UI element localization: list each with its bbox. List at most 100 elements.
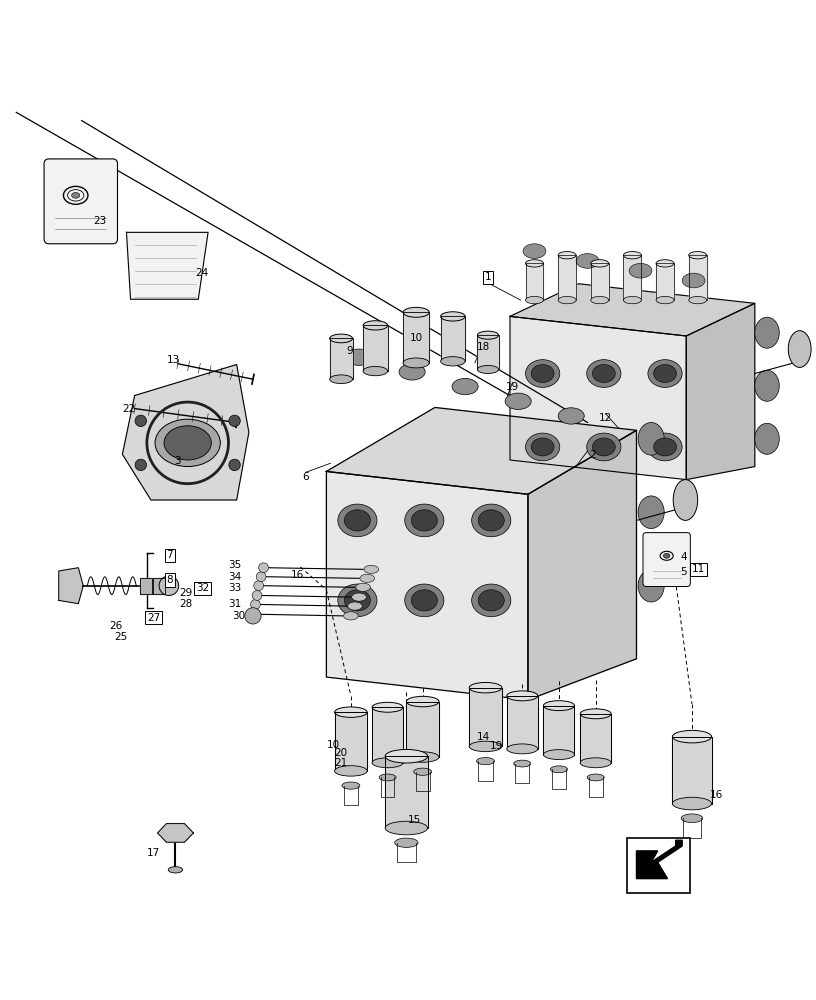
Ellipse shape xyxy=(406,752,439,762)
Polygon shape xyxy=(636,840,682,879)
Ellipse shape xyxy=(689,296,707,304)
Polygon shape xyxy=(510,316,686,480)
Text: 22: 22 xyxy=(122,404,135,414)
Text: 21: 21 xyxy=(335,758,348,768)
Ellipse shape xyxy=(755,423,779,454)
Ellipse shape xyxy=(338,504,377,537)
Ellipse shape xyxy=(346,349,372,365)
Polygon shape xyxy=(469,688,502,746)
Ellipse shape xyxy=(330,375,353,384)
Ellipse shape xyxy=(403,307,429,317)
Ellipse shape xyxy=(403,358,429,368)
Text: 29: 29 xyxy=(180,588,193,598)
Ellipse shape xyxy=(168,867,183,873)
Ellipse shape xyxy=(788,331,811,367)
Polygon shape xyxy=(326,471,528,700)
Polygon shape xyxy=(558,255,576,300)
Text: 6: 6 xyxy=(303,472,309,482)
Ellipse shape xyxy=(360,574,375,582)
Ellipse shape xyxy=(469,741,502,752)
Polygon shape xyxy=(441,316,465,361)
Ellipse shape xyxy=(478,590,504,611)
Text: 27: 27 xyxy=(147,613,160,623)
Ellipse shape xyxy=(543,750,574,760)
Ellipse shape xyxy=(587,433,621,461)
Ellipse shape xyxy=(441,312,465,321)
Ellipse shape xyxy=(755,317,779,348)
Circle shape xyxy=(159,576,179,595)
Circle shape xyxy=(252,591,262,600)
Text: 17: 17 xyxy=(147,848,160,858)
Polygon shape xyxy=(689,255,707,300)
Circle shape xyxy=(256,572,266,582)
Ellipse shape xyxy=(623,252,641,259)
Text: 4: 4 xyxy=(681,552,687,562)
Ellipse shape xyxy=(592,365,615,382)
Polygon shape xyxy=(623,255,641,300)
Ellipse shape xyxy=(576,254,599,268)
Circle shape xyxy=(259,563,268,573)
Ellipse shape xyxy=(338,584,377,617)
Text: 12: 12 xyxy=(599,413,612,423)
Ellipse shape xyxy=(682,273,705,288)
Polygon shape xyxy=(672,737,712,804)
Text: 16: 16 xyxy=(710,790,723,800)
Ellipse shape xyxy=(629,263,652,278)
Ellipse shape xyxy=(523,244,546,258)
Ellipse shape xyxy=(477,331,499,339)
Text: 23: 23 xyxy=(93,216,106,226)
Ellipse shape xyxy=(405,584,444,617)
Ellipse shape xyxy=(469,682,502,693)
Ellipse shape xyxy=(551,766,567,773)
Text: 25: 25 xyxy=(114,632,127,642)
Bar xyxy=(627,838,690,893)
Circle shape xyxy=(251,600,260,609)
Ellipse shape xyxy=(526,260,543,267)
Text: 35: 35 xyxy=(228,560,242,570)
Text: 5: 5 xyxy=(681,567,687,577)
Text: 11: 11 xyxy=(692,564,705,574)
Ellipse shape xyxy=(344,590,370,611)
Ellipse shape xyxy=(164,426,211,460)
Ellipse shape xyxy=(588,774,604,781)
Polygon shape xyxy=(686,303,755,480)
Polygon shape xyxy=(403,312,429,363)
Ellipse shape xyxy=(155,419,220,467)
Text: 16: 16 xyxy=(291,570,304,580)
Ellipse shape xyxy=(654,365,676,382)
Polygon shape xyxy=(372,707,403,763)
Ellipse shape xyxy=(591,260,609,267)
Polygon shape xyxy=(510,284,755,336)
Text: 32: 32 xyxy=(196,583,209,593)
Ellipse shape xyxy=(648,360,682,387)
Ellipse shape xyxy=(591,296,609,304)
Ellipse shape xyxy=(526,360,560,387)
Ellipse shape xyxy=(379,774,396,781)
Polygon shape xyxy=(526,263,543,300)
Ellipse shape xyxy=(654,438,676,456)
Text: 33: 33 xyxy=(228,583,242,593)
Ellipse shape xyxy=(638,422,664,455)
Ellipse shape xyxy=(526,433,560,461)
Ellipse shape xyxy=(681,814,703,823)
Ellipse shape xyxy=(623,296,641,304)
Polygon shape xyxy=(59,568,83,604)
Ellipse shape xyxy=(514,760,530,767)
Ellipse shape xyxy=(531,365,554,382)
Polygon shape xyxy=(363,325,388,371)
Ellipse shape xyxy=(344,612,358,620)
Text: 15: 15 xyxy=(408,815,421,825)
Ellipse shape xyxy=(405,504,444,537)
Ellipse shape xyxy=(399,364,425,380)
Ellipse shape xyxy=(673,480,698,520)
Ellipse shape xyxy=(689,252,707,259)
Ellipse shape xyxy=(335,707,367,717)
Ellipse shape xyxy=(364,565,379,573)
Ellipse shape xyxy=(352,593,366,601)
Text: 8: 8 xyxy=(166,575,173,585)
Ellipse shape xyxy=(558,408,584,424)
Text: 2: 2 xyxy=(589,450,596,460)
Circle shape xyxy=(135,415,147,427)
Ellipse shape xyxy=(472,504,511,537)
Ellipse shape xyxy=(72,192,80,198)
